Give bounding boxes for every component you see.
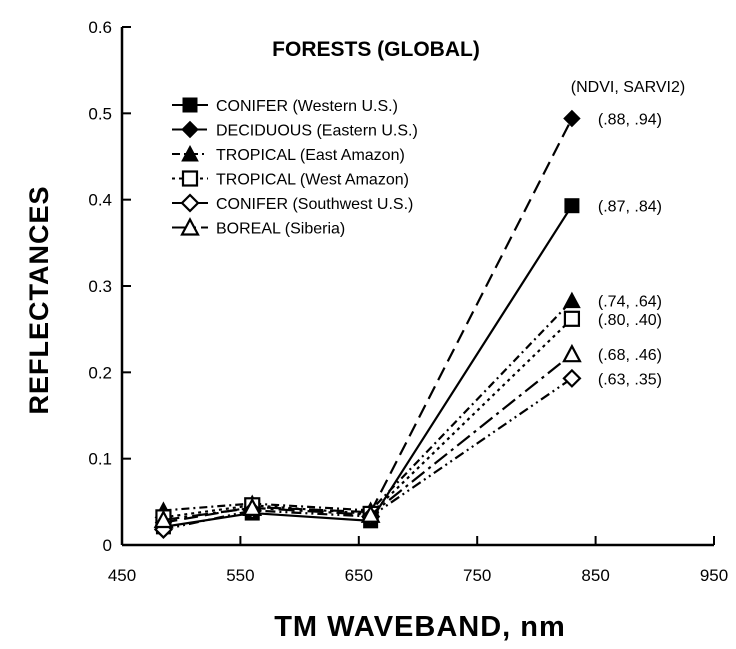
legend-item: BOREAL (Siberia) — [172, 217, 345, 238]
data-point — [181, 144, 199, 162]
annotation-header: (NDVI, SARVI2) — [571, 79, 685, 96]
series-line — [163, 205, 573, 528]
legend-label: CONIFER (Southwest U.S.) — [216, 196, 413, 213]
data-label: (.80, .40) — [598, 312, 662, 329]
data-point — [564, 198, 580, 214]
y-tick-label: 0.4 — [88, 191, 112, 210]
y-tick-label: 0.2 — [88, 363, 112, 382]
data-point — [182, 97, 198, 113]
x-tick-label: 950 — [700, 566, 728, 585]
data-point — [242, 497, 263, 516]
data-point — [360, 504, 381, 523]
x-tick-label: 550 — [226, 566, 254, 585]
y-tick-label: 0.5 — [88, 104, 112, 123]
series-line — [163, 353, 573, 522]
y-axis-label: REFLECTANCES — [24, 185, 54, 414]
data-point — [181, 120, 199, 139]
y-tick-label: 0 — [103, 536, 112, 555]
y-tick-label: 0.1 — [88, 450, 112, 469]
y-tick-label: 0.3 — [88, 277, 112, 296]
legend-label: CONIFER (Western U.S.) — [216, 98, 398, 115]
legend-label: DECIDUOUS (Eastern U.S.) — [216, 123, 418, 140]
series-3 — [154, 291, 581, 518]
series-line — [163, 318, 573, 519]
data-point — [181, 170, 199, 187]
axes-layer: 0 0.1 0.2 0.3 0.4 0.5 0.6 450 550 650 750 850 950 — [88, 18, 728, 585]
data-point — [563, 291, 581, 309]
data-label: (.74, .64) — [598, 294, 662, 311]
data-label: (.68, .46) — [598, 347, 662, 364]
x-tick-label: 650 — [345, 566, 373, 585]
legend-item: TROPICAL (East Amazon) — [172, 144, 405, 164]
legend-item: CONIFER (Southwest U.S.) — [172, 193, 413, 213]
legend-item: CONIFER (Western U.S.) — [172, 97, 398, 115]
legend-item: TROPICAL (West Amazon) — [172, 170, 409, 189]
data-point — [563, 109, 581, 128]
data-label: (.87, .84) — [598, 199, 662, 216]
legend-label: BOREAL (Siberia) — [216, 221, 345, 238]
x-tick-label: 750 — [463, 566, 491, 585]
chart-title: FORESTS (GLOBAL) — [272, 38, 480, 61]
legend: CONIFER (Western U.S.) DECIDUOUS (Eastern… — [172, 97, 418, 238]
data-point — [180, 193, 200, 213]
legend-label: TROPICAL (West Amazon) — [216, 172, 409, 189]
legend-label: TROPICAL (East Amazon) — [216, 147, 405, 164]
x-tick-label: 450 — [108, 566, 136, 585]
series-line — [163, 377, 573, 531]
y-tick-label: 0.6 — [88, 18, 112, 37]
data-label: (.63, .35) — [598, 371, 662, 388]
annotations: (.88, .94) (.87, .84) (.74, .64)(.80, .40)… — [598, 112, 662, 389]
data-point — [180, 217, 200, 236]
x-tick-label: 850 — [581, 566, 609, 585]
data-label: (.88, .94) — [598, 112, 662, 129]
data-point — [153, 509, 174, 529]
x-axis-label: TM WAVEBAND, nm — [274, 611, 566, 643]
data-point — [562, 343, 582, 363]
data-point — [563, 310, 581, 327]
series-6 — [153, 343, 582, 529]
legend-item: DECIDUOUS (Eastern U.S.) — [172, 120, 418, 140]
series-layer — [153, 109, 582, 540]
series-line — [163, 299, 573, 512]
series-1 — [155, 198, 580, 535]
data-point — [562, 368, 582, 388]
